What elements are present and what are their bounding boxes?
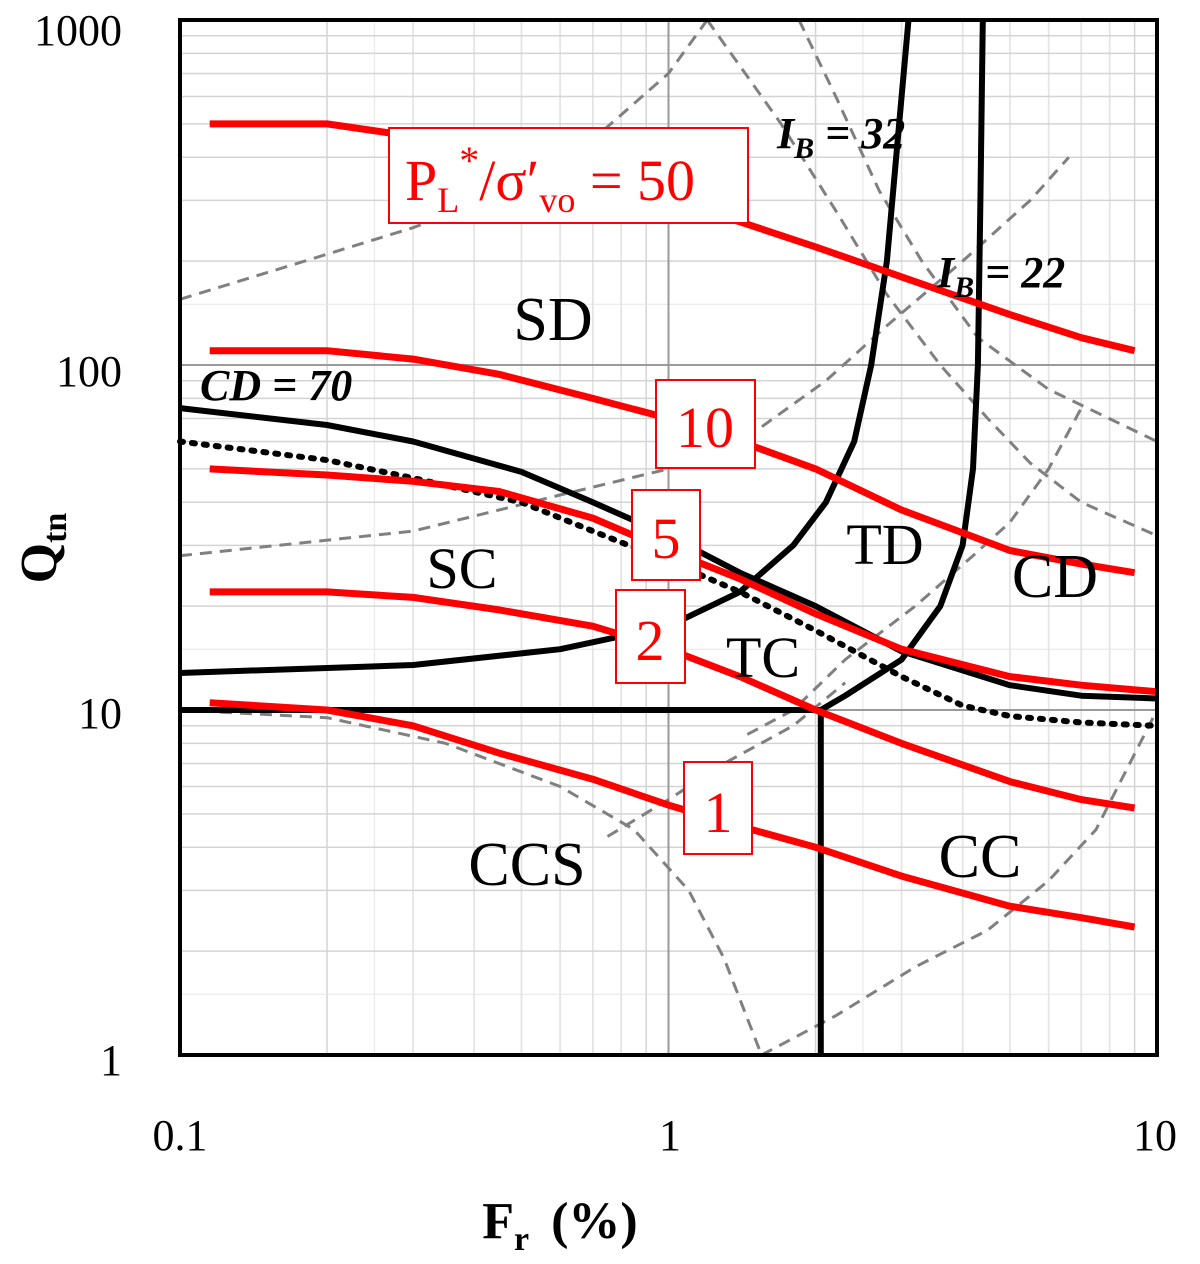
label-10-text: 10 [676,395,734,460]
y-tick-labels: 1000 100 10 1 [34,6,122,1085]
pl-sup: * [459,138,479,183]
ib-32-rest: = 32 [814,109,905,158]
cd-70-label: CD = 70 [200,361,352,410]
y-axis-title: Qtn [11,513,74,584]
red-value-labels: 10 5 2 1 [615,379,756,855]
series-line-2 [209,588,1136,812]
pl-slash-sigma: /σ′ [479,148,539,213]
x-tick-labels: 0.1 1 10 [153,1111,1178,1160]
label-5-box [631,489,701,581]
label-2-box [615,589,686,684]
y-tick-label: 100 [56,347,122,396]
label-2-text: 2 [636,608,665,673]
gray-dashed-curve-2 [179,156,1070,558]
gray-dashed-curve-7 [760,709,1159,1057]
ib-32-label: IB = 32 [776,109,905,165]
y-tick-label: 10 [78,689,122,738]
x-axis-title-main: F [482,1193,514,1250]
series-line-1 [209,699,1136,931]
zone-labels: SD SC TD CD TC CCS CC [427,286,1099,899]
label-1-box [683,761,753,855]
zone-label-cc: CC [939,823,1022,891]
gray-dashed-curve-6 [179,708,763,1056]
y-axis-title-main: Q [11,543,68,583]
zone-label-ccs: CCS [468,831,585,899]
y-axis-title-sub: tn [37,513,74,543]
x-tick-label: 0.1 [153,1111,208,1160]
zone-label-sc: SC [427,536,498,601]
series-line-i-b-32 [179,19,912,676]
pl-ratio-text: PL*/σ′vo = 50 [405,138,695,220]
zone-label-tc: TC [726,625,800,690]
zone-label-cd: CD [1012,543,1098,611]
series-line-dotted [177,438,1160,729]
series-line-5 [209,465,1158,696]
zone-label-td: TD [846,512,923,577]
x-axis-title-sub: r [514,1221,529,1258]
y-tick-label: 1000 [34,6,122,55]
ib-22-sub: B [953,271,974,304]
series-line-cd-70 [179,405,1158,702]
ib-22-label: IB = 22 [936,248,1065,304]
pl-ratio-label: PL*/σ′vo = 50 [388,127,749,224]
zone-label-sd: SD [513,286,592,354]
gray-dashed-curve-1 [179,19,709,301]
label-5-text: 5 [652,506,681,571]
x-axis-title-unit: (%) [551,1193,638,1250]
plot-frame [178,18,1159,1057]
x-axis-title: Fr (%) [482,1193,638,1258]
ib-22-rest: = 22 [974,248,1065,297]
pl-sub2: vo [539,180,575,220]
ib-32-main: I [776,109,796,158]
pl-sub1: L [437,180,459,220]
pl-ratio-box [388,127,749,224]
gray-dashed-curve-8 [606,681,847,838]
x-tick-label: 10 [1133,1111,1177,1160]
gray-dashed-curve-4 [705,19,1158,538]
gray-dashed-curves [179,19,1159,1057]
label-10-box [655,379,756,469]
ib-22-main: I [936,248,956,297]
series-line-i-b-22 [819,19,986,713]
y-tick-label: 1 [100,1036,122,1085]
pl-suffix: = 50 [575,148,695,213]
x-tick-label: 1 [659,1111,681,1160]
label-1-text: 1 [704,780,733,845]
pl-prefix: P [405,148,437,213]
gray-dashed-curve-3 [797,19,1158,443]
ib-32-sub: B [793,132,814,165]
y-axis-title-group: Qtn [11,513,74,584]
